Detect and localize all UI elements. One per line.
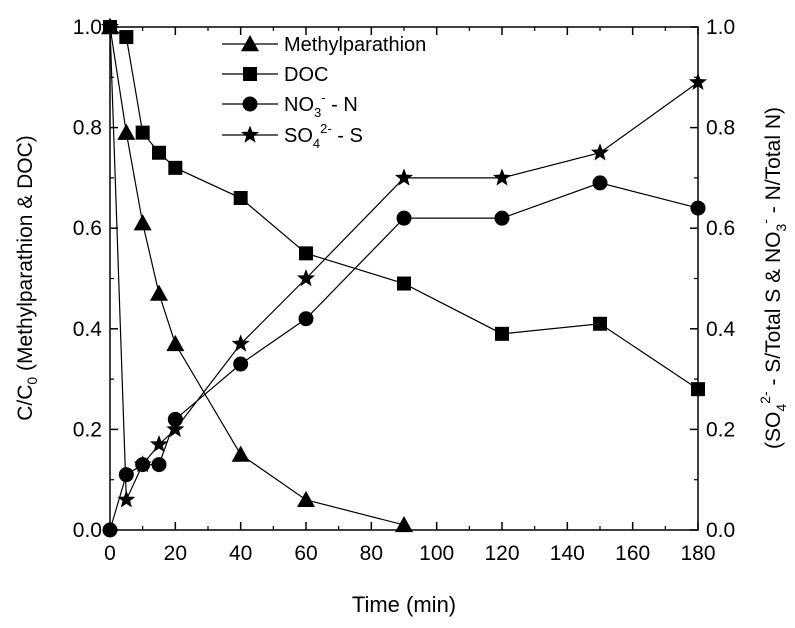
x-tick-label: 140 — [550, 542, 585, 565]
data-point-star — [296, 269, 316, 287]
x-tick-label: 160 — [615, 542, 650, 565]
data-point-star — [149, 434, 169, 453]
x-tick-label: 180 — [680, 542, 715, 565]
data-point-circle — [233, 356, 249, 372]
y-right-tick-label: 0.2 — [706, 418, 735, 441]
data-point-square — [233, 191, 248, 206]
legend-item: SO42- - S — [222, 121, 363, 151]
y-right-tick-label: 0.6 — [706, 217, 735, 240]
axes: 0 20 40 60 80 100 120 140 160 1800.00.20.40.60.81… — [73, 16, 736, 565]
data-point-triangle — [117, 123, 136, 140]
legend-item: DOC — [222, 64, 328, 86]
data-point-star — [117, 490, 136, 508]
y-right-tick-label: 0.0 — [706, 519, 735, 542]
legend-marker-star — [240, 125, 260, 143]
series-square — [103, 20, 705, 397]
legend-label: DOC — [284, 64, 328, 86]
data-point-star — [492, 168, 512, 186]
series-circle — [102, 175, 706, 538]
data-point-star — [133, 455, 152, 473]
data-point-star — [231, 334, 250, 352]
y-left-tick-label: 0.4 — [73, 318, 103, 341]
data-point-circle — [151, 457, 167, 473]
data-point-star — [100, 17, 120, 35]
series-star — [100, 17, 708, 508]
legend-label: NO3- - N — [284, 90, 358, 120]
legend-marker-square — [243, 67, 257, 81]
x-axis-title: Time (min) — [352, 592, 456, 617]
series-triangle — [101, 18, 413, 533]
left-axis-title: C/C0 (Methylparathion & DOC) — [14, 135, 40, 421]
data-point-circle — [494, 210, 510, 226]
data-point-square — [691, 382, 705, 397]
x-tick-label: 100 — [419, 542, 454, 565]
data-point-circle — [167, 411, 183, 427]
x-tick-label: 60 — [294, 542, 317, 565]
y-left-tick-label: 1.0 — [73, 16, 102, 39]
series-line — [109, 26, 699, 390]
data-point-triangle — [231, 445, 250, 462]
legend-item: NO3- - N — [222, 90, 358, 120]
data-point-square — [593, 316, 607, 331]
data-point-star — [166, 419, 185, 438]
series-line — [109, 26, 699, 501]
data-point-triangle — [166, 334, 185, 352]
legend-marker-circle — [242, 96, 258, 112]
data-point-circle — [298, 311, 314, 327]
data-point-square — [119, 30, 134, 45]
y-right-tick-label: 0.8 — [706, 117, 735, 140]
y-left-tick-label: 0.2 — [73, 418, 102, 441]
y-right-tick-label: 1.0 — [706, 16, 735, 39]
series-line — [109, 182, 699, 531]
right-axis-title: (SO42- - S/Total S & NO3- - N/Total N) — [757, 107, 789, 449]
x-tick-label: 40 — [229, 542, 252, 565]
data-point-square — [168, 160, 183, 175]
data-point-square — [397, 276, 411, 291]
data-point-star — [590, 143, 610, 161]
data-point-triangle — [133, 214, 152, 231]
series-line — [109, 26, 405, 526]
y-left-tick-label: 0.0 — [73, 519, 102, 542]
data-point-circle — [396, 210, 412, 226]
data-point-triangle — [150, 284, 168, 301]
data-point-triangle — [395, 515, 413, 533]
data-point-square — [152, 145, 166, 160]
data-point-star — [394, 168, 414, 186]
data-point-circle — [592, 175, 608, 191]
data-point-circle — [102, 522, 118, 538]
x-tick-label: 120 — [484, 542, 519, 565]
legend-label: Methylparathion — [284, 34, 426, 56]
y-left-tick-label: 0.6 — [73, 217, 102, 240]
data-point-square — [135, 125, 150, 140]
series-layer — [100, 17, 708, 538]
legend-label: SO42- - S — [284, 121, 363, 151]
data-point-square — [299, 246, 313, 261]
data-point-triangle — [297, 490, 315, 508]
x-tick-label: 80 — [360, 542, 383, 565]
y-right-tick-label: 0.4 — [706, 318, 736, 341]
x-tick-label: 20 — [164, 542, 187, 565]
y-left-tick-label: 0.8 — [73, 117, 102, 140]
data-point-star — [688, 72, 708, 91]
data-point-circle — [690, 200, 706, 216]
data-point-square — [495, 326, 509, 341]
legend-marker-triangle — [241, 35, 259, 52]
legend-item: Methylparathion — [222, 34, 426, 56]
data-point-circle — [118, 467, 134, 483]
x-tick-label: 0 — [104, 542, 116, 565]
